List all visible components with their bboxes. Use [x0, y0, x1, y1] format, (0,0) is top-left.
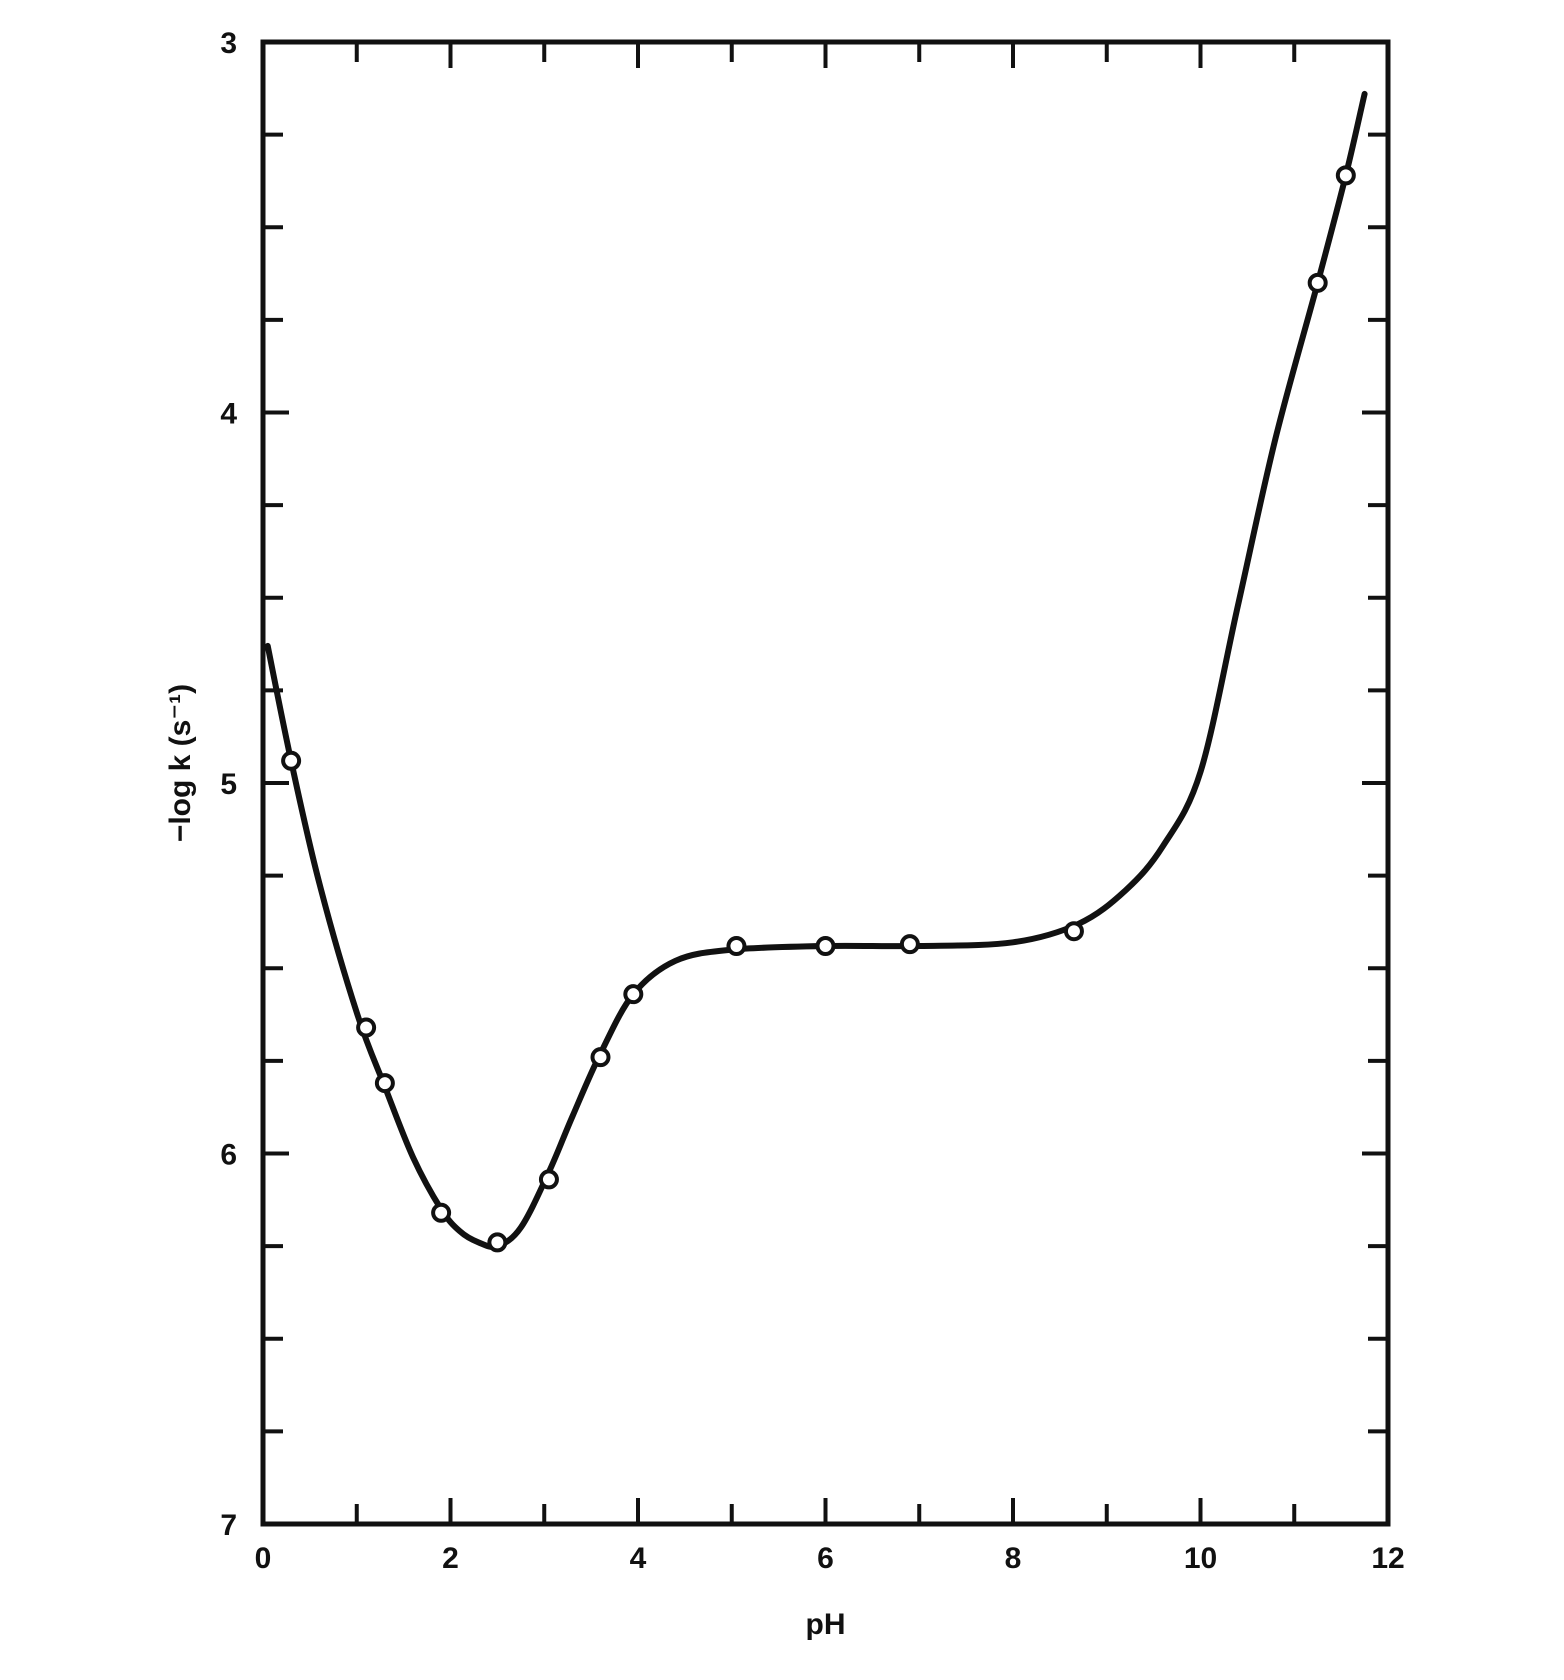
x-tick-label: 4: [630, 1542, 647, 1575]
data-point: [487, 1232, 508, 1253]
x-tick-label: 2: [442, 1542, 459, 1575]
data-point: [1335, 165, 1356, 186]
data-point: [623, 984, 644, 1005]
data-point: [356, 1017, 377, 1038]
y-tick-label: 7: [220, 1509, 237, 1542]
data-points: [281, 165, 1356, 1253]
data-point: [1307, 272, 1328, 293]
y-tick-label: 4: [220, 398, 237, 431]
plot-frame: [260, 39, 1391, 1527]
y-tick-label: 6: [220, 1139, 237, 1172]
data-point: [899, 934, 920, 955]
curve-line: [264, 90, 1368, 1250]
data-point: [538, 1169, 559, 1190]
data-point: [815, 936, 836, 957]
x-tick-label: 12: [1371, 1542, 1404, 1575]
x-tick-label: 10: [1184, 1542, 1217, 1575]
x-tick-label: 6: [817, 1542, 834, 1575]
data-point: [590, 1047, 611, 1068]
y-tick-label: 3: [220, 27, 237, 60]
y-axis-label: −log k (s⁻¹): [164, 684, 197, 842]
data-point: [374, 1073, 395, 1094]
x-tick-label: 0: [255, 1542, 272, 1575]
axes: 0 2 4 6 8 10 12 3 4 5 6 7: [220, 27, 1404, 1575]
fitted-curve: [264, 90, 1368, 1250]
y-tick-label: 5: [220, 768, 237, 801]
data-point: [281, 750, 302, 771]
data-point: [431, 1202, 452, 1223]
x-tick-label: 8: [1005, 1542, 1022, 1575]
data-point: [726, 936, 747, 957]
x-axis-label: pH: [806, 1608, 846, 1641]
data-point: [1063, 921, 1084, 942]
